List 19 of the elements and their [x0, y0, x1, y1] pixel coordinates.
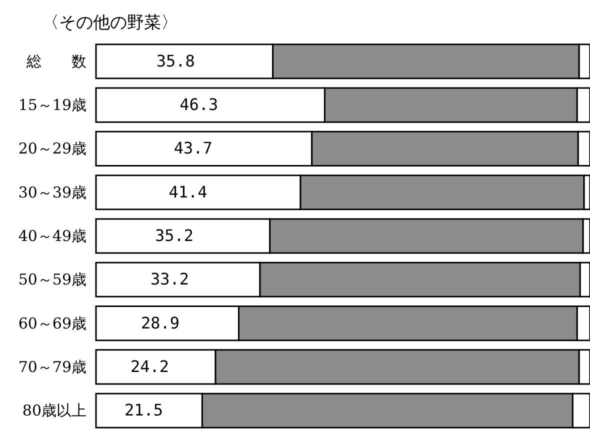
- y-tick-label: 20～29歳: [18, 140, 86, 158]
- data-label: 35.8: [156, 51, 195, 70]
- data-label: 28.9: [140, 313, 180, 332]
- data-label: 33.2: [150, 270, 190, 289]
- y-tick-label: 総 数: [26, 52, 86, 70]
- data-label: 41.4: [168, 182, 208, 202]
- text: 〈その他の野菜〉: [42, 13, 178, 33]
- y-tick-label: 30～39歳: [18, 183, 86, 202]
- y-tick-label: 40～49歳: [18, 227, 86, 245]
- y-tick-label: 60～69歳: [18, 314, 86, 332]
- data-label: 46.3: [180, 95, 218, 114]
- data-label: 43.7: [174, 138, 212, 158]
- data-label: 35.2: [154, 226, 194, 245]
- data-label: 24.2: [130, 356, 170, 376]
- y-tick-label: 80歳以上: [22, 402, 86, 420]
- y-tick-label: 50～59歳: [18, 270, 86, 289]
- y-tick-label: 15～19歳: [18, 96, 86, 114]
- data-label: 21.5: [124, 400, 164, 420]
- y-tick-label: 70～79歳: [18, 358, 86, 376]
